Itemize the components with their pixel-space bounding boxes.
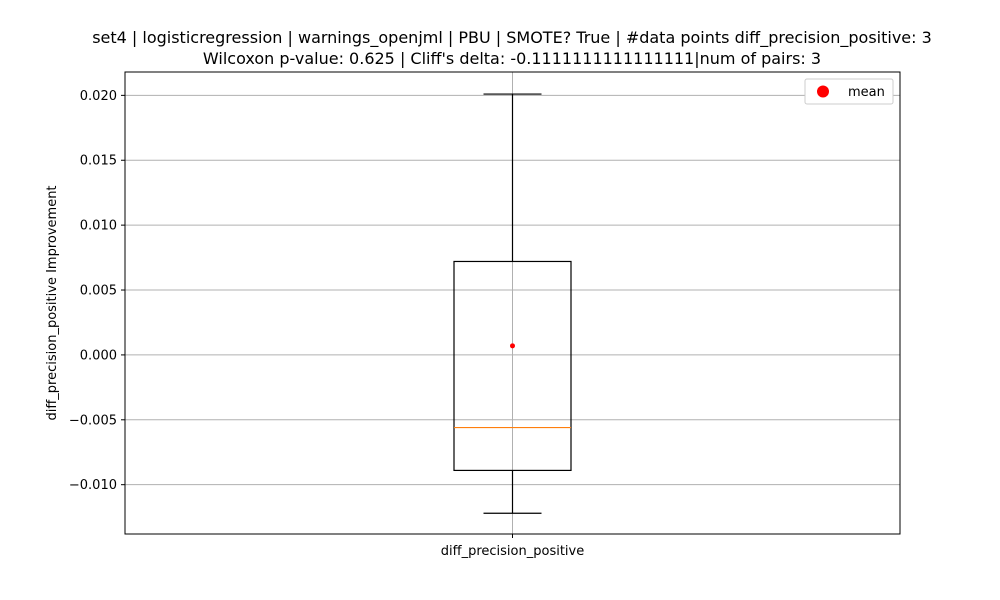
y-tick-label: 0.020	[80, 89, 117, 104]
chart-title-line-2: Wilcoxon p-value: 0.625 | Cliff's delta:…	[203, 49, 821, 68]
x-tick-label: diff_precision_positive	[441, 544, 584, 559]
y-tick-label: 0.015	[80, 154, 117, 169]
y-tick-label: 0.005	[80, 284, 117, 299]
y-tick-label: −0.005	[69, 413, 117, 428]
axes: −0.010 −0.005 0.000 0.005 0.010 0.015 0.020 dif…	[69, 71, 901, 559]
legend-mean-label: mean	[848, 85, 885, 100]
mean-point	[510, 343, 515, 349]
iqr-box	[453, 260, 572, 472]
legend-mean-marker	[817, 85, 829, 98]
legend-frame	[804, 78, 894, 105]
chart-title-line-1: set4 | logisticregression | warnings_ope…	[92, 28, 932, 48]
legend: mean	[804, 78, 894, 105]
y-axis-label: diff_precision_positive Improvement	[45, 185, 60, 420]
y-tick-label: 0.010	[80, 219, 117, 234]
y-tick-label: −0.010	[69, 478, 117, 493]
box-plot	[453, 93, 572, 514]
y-tick-label: 0.000	[80, 348, 117, 363]
